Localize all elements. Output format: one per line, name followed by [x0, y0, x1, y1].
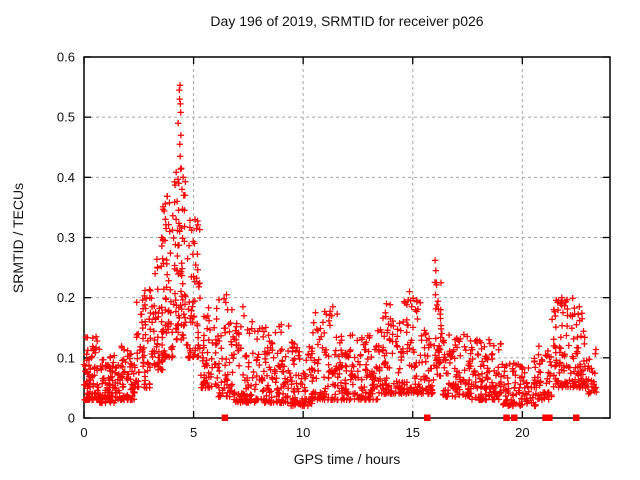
axis-ticks: 0 5 10 15 20 0 0.1 0.2 0.3 0.4 0.5 0.6 — [57, 50, 610, 440]
zero-value-markers — [221, 414, 580, 421]
y-tick-label: 0.1 — [57, 350, 75, 365]
chart-title: Day 196 of 2019, SRMTID for receiver p02… — [210, 13, 484, 29]
x-axis-label: GPS time / hours — [293, 451, 401, 467]
x-tick-label: 15 — [406, 425, 420, 440]
data-points — [80, 82, 600, 410]
y-tick-label: 0.2 — [57, 290, 75, 305]
plot-border — [83, 56, 611, 419]
x-tick-label: 0 — [80, 425, 87, 440]
x-tick-label: 10 — [296, 425, 310, 440]
y-tick-label: 0.3 — [57, 230, 75, 245]
y-tick-label: 0.4 — [57, 170, 75, 185]
x-tick-label: 20 — [515, 425, 529, 440]
y-tick-label: 0 — [68, 411, 75, 426]
x-tick-label: 5 — [190, 425, 197, 440]
y-tick-label: 0.5 — [57, 110, 75, 125]
y-tick-label: 0.6 — [57, 50, 75, 65]
